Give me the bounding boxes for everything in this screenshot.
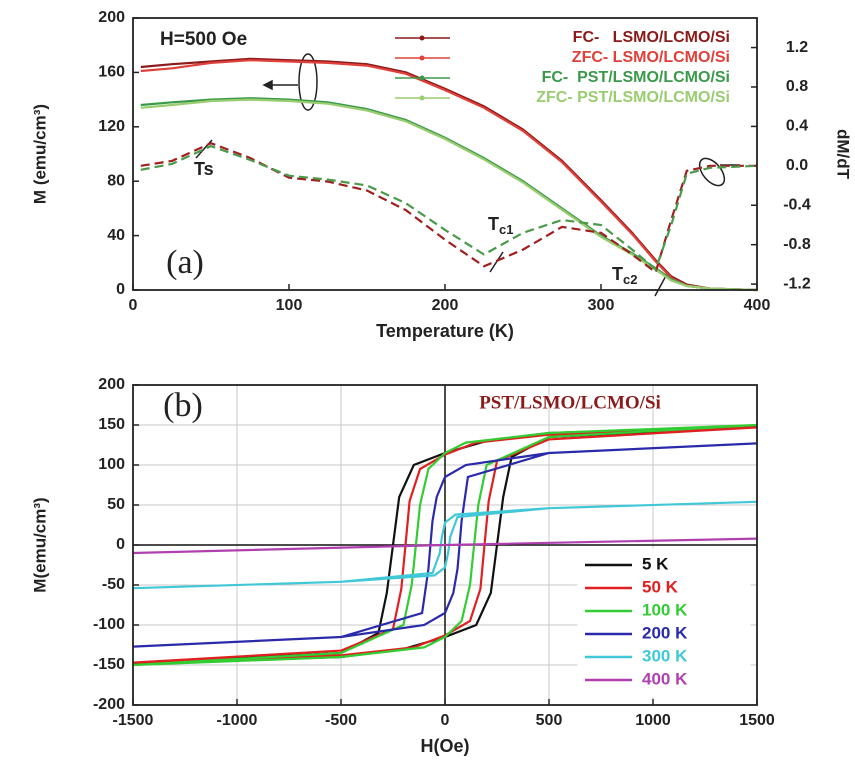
plot-frame	[132, 384, 758, 706]
data-line	[140, 144, 758, 272]
x-tick-label: 500	[536, 712, 563, 729]
legend-label: 300 K	[642, 646, 688, 665]
y-tick-label: -200	[93, 696, 125, 713]
y2-axis-label: dM/dT	[834, 129, 853, 180]
legend-label: 5 K	[642, 554, 669, 573]
y-tick-label: 50	[107, 496, 125, 513]
legend-label: 400 K	[642, 669, 688, 688]
legend-label: ZFC- LSMO/LCMO/Si	[572, 49, 730, 66]
annotation-subscript: c1	[499, 222, 513, 237]
annotation-subscript: c2	[623, 272, 637, 287]
y2-tick-label: -0.8	[783, 236, 811, 253]
legend-box	[577, 548, 751, 698]
y2-tick-label: -0.4	[783, 196, 811, 213]
data-line	[140, 142, 757, 275]
legend-label: 50 K	[642, 577, 679, 596]
y2-tick-label: 1.2	[786, 39, 808, 56]
x-tick-label: 0	[129, 297, 138, 314]
y2-tick-label: 0.0	[786, 157, 808, 174]
legend-marker	[419, 75, 425, 81]
y-tick-label: 150	[98, 416, 125, 433]
legend-label: 100 K	[642, 600, 688, 619]
sample-label: PST/LSMO/LCMO/Si	[479, 392, 661, 413]
annotation-text: T	[488, 214, 499, 234]
annotation-text: T	[612, 264, 623, 284]
legend-label: FC- LSMO/LCMO/Si	[573, 29, 730, 46]
y-axis-label: M (emu/cm³)	[30, 104, 49, 204]
data-line	[140, 98, 758, 292]
legend-marker	[419, 55, 425, 61]
x-tick-label: -1500	[113, 712, 154, 729]
y2-tick-label: -1.2	[783, 275, 811, 292]
y-tick-label: -150	[93, 656, 125, 673]
y-tick-label: 100	[98, 456, 125, 473]
y2-tick-label: 0.8	[786, 78, 808, 95]
y2-tick-label: 0.4	[786, 118, 808, 135]
y-axis-label: M(emu/cm³)	[30, 497, 49, 592]
x-tick-label: 200	[432, 297, 459, 314]
y-tick-label: 0	[116, 281, 125, 298]
annotation: Tc2	[612, 264, 637, 288]
y-tick-label: -50	[102, 576, 125, 593]
data-line	[132, 537, 758, 555]
data-line	[140, 97, 758, 292]
legend-label: FC- PST/LSMO/LCMO/Si	[542, 69, 730, 86]
y-tick-label: -100	[93, 616, 125, 633]
x-axis-label: Temperature (K)	[376, 321, 514, 341]
annotation-marks	[195, 53, 740, 297]
legend-marker	[419, 95, 425, 101]
annotation-text: Ts	[194, 159, 214, 179]
y-tick-label: 120	[98, 118, 125, 135]
x-tick-label: -1000	[217, 712, 258, 729]
legend-marker	[419, 35, 425, 41]
legend-label: 200 K	[642, 623, 688, 642]
y-tick-label: 40	[107, 227, 125, 244]
x-tick-label: 0	[441, 712, 450, 729]
x-tick-label: 1500	[739, 712, 775, 729]
x-tick-label: 1000	[635, 712, 671, 729]
x-tick-label: -500	[325, 712, 357, 729]
panel-label: (a)	[166, 244, 204, 281]
x-axis-label: H(Oe)	[421, 736, 470, 756]
y-tick-label: 160	[98, 64, 125, 81]
y-tick-label: 0	[116, 536, 125, 553]
field-label: H=500 Oe	[160, 29, 247, 50]
legend-label: ZFC- PST/LSMO/LCMO/Si	[536, 89, 730, 106]
plot-frame	[132, 17, 758, 291]
x-tick-label: 400	[744, 297, 771, 314]
x-tick-label: 100	[276, 297, 303, 314]
annotation: Tc1	[488, 214, 513, 238]
y-tick-label: 80	[107, 172, 125, 189]
y-tick-label: 200	[98, 376, 125, 393]
y-tick-label: 200	[98, 9, 125, 26]
panel-label: (b)	[163, 387, 203, 424]
annotation: Ts	[194, 159, 214, 179]
x-tick-label: 300	[588, 297, 615, 314]
